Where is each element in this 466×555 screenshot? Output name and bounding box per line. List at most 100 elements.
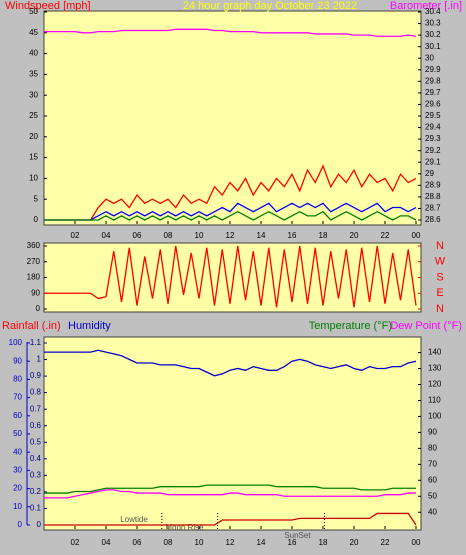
x-tick-label: 10 [195, 231, 204, 240]
series-line [44, 349, 417, 377]
y-tick-label: 40 [29, 49, 38, 58]
y-tick-label: 30 [13, 466, 22, 475]
y-tick-label: 30 [29, 90, 38, 99]
y-tick-label: 0 [37, 520, 42, 529]
x-tick-label: 14 [257, 538, 266, 547]
y-tick-label: 29.9 [425, 65, 441, 74]
y-tick-label: 70 [13, 393, 22, 402]
series-line [44, 245, 417, 308]
x-tick-label: 08 [164, 231, 173, 240]
y-tick-label: 35 [29, 70, 38, 79]
y-tick-label: 90 [13, 356, 22, 365]
y-tick-label: 90 [428, 428, 437, 437]
x-tick-label: 22 [381, 538, 390, 547]
y-tick-label: 20 [13, 484, 22, 493]
y-tick-label: 10 [29, 174, 38, 183]
x-tick-label: 00 [412, 231, 421, 240]
series-line [44, 28, 417, 37]
y-tick-label: 25 [29, 111, 38, 120]
x-tick-label: 00 [412, 538, 421, 547]
y-tick-label: 29.8 [425, 76, 441, 85]
y-tick-label: 50 [29, 7, 38, 16]
series-line [44, 489, 416, 499]
y-tick-label: 0.2 [30, 487, 42, 496]
y-tick-label: 140 [428, 348, 442, 357]
series-line [44, 484, 416, 494]
y-tick-label: 28.7 [425, 204, 441, 213]
y-tick-label: 45 [29, 28, 38, 37]
y-tick-label: 29.3 [425, 134, 441, 143]
y-tick-label: 0 [18, 520, 23, 529]
y-tick-label: 30.4 [425, 7, 441, 16]
y-tick-label: 29.7 [425, 88, 441, 97]
y-tick-label: 28.9 [425, 180, 441, 189]
y-tick-label: 80 [13, 375, 22, 384]
y-tick-label: 30.3 [425, 19, 441, 28]
x-tick-label: 04 [102, 538, 111, 547]
y-tick-label: 29.4 [425, 123, 441, 132]
y-tick-label: 120 [428, 380, 442, 389]
y-tick-label: 29.6 [425, 100, 441, 109]
series-line [44, 164, 417, 221]
axis-label: Rainfall (.in) [2, 320, 61, 332]
x-tick-label: 06 [133, 231, 142, 240]
x-tick-label: 20 [350, 538, 359, 547]
y-tick-label: 90 [31, 288, 40, 297]
y-tick-label: 30.1 [425, 42, 441, 51]
y-tick-label: 0.1 [30, 504, 42, 513]
plot-area [43, 336, 422, 531]
y-tick-label: 30.2 [425, 30, 441, 39]
chart-title: 24 hour graph day October 23 2022 [183, 0, 357, 12]
y-tick-label: 360 [27, 241, 41, 250]
y-tick-label: 30 [425, 53, 434, 62]
y-tick-label: 80 [428, 443, 437, 452]
x-tick-label: 12 [226, 231, 235, 240]
x-tick-label: 16 [288, 538, 297, 547]
x-tick-label: 22 [381, 231, 390, 240]
y-tick-label: 70 [428, 459, 437, 468]
y-tick-label: 0.3 [30, 470, 42, 479]
y-tick-label: 50 [13, 429, 22, 438]
y-tick-label: 40 [428, 507, 437, 516]
annotation: Lowtide [120, 515, 148, 524]
y-tick-label: 270 [27, 257, 41, 266]
y-tick-label: 0.4 [30, 454, 42, 463]
y-tick-label: 10 [13, 502, 22, 511]
y-tick-label: 100 [428, 412, 442, 421]
y-tick-label: 60 [13, 411, 22, 420]
y-tick-label: 100 [9, 338, 23, 347]
y-tick-label: E [436, 287, 443, 299]
series-line [44, 210, 417, 221]
y-tick-label: 0 [36, 304, 41, 313]
y-tick-label: N [436, 240, 444, 252]
x-tick-label: 10 [195, 538, 204, 547]
y-tick-label: 20 [29, 132, 38, 141]
axis-label: Humidity [68, 320, 111, 332]
axis-label: Temperature (°F) [309, 320, 392, 332]
y-tick-label: 28.6 [425, 215, 441, 224]
y-tick-label: W [435, 256, 446, 268]
y-tick-label: 1 [37, 355, 42, 364]
x-tick-label: 16 [288, 231, 297, 240]
y-tick-label: 29.1 [425, 157, 441, 166]
y-tick-label: 0.8 [30, 388, 42, 397]
y-tick-label: 60 [428, 475, 437, 484]
y-tick-label: S [436, 271, 443, 283]
plot-area [43, 10, 422, 226]
y-tick-label: 130 [428, 364, 442, 373]
annotation: SunSet [284, 531, 311, 540]
x-tick-label: 20 [350, 231, 359, 240]
x-tick-label: 04 [102, 231, 111, 240]
y-tick-label: 110 [428, 396, 441, 405]
series-line [44, 512, 417, 526]
plot-area [43, 242, 422, 313]
y-tick-label: 29.2 [425, 146, 441, 155]
y-tick-label: 15 [29, 153, 38, 162]
y-tick-label: N [436, 303, 444, 315]
x-tick-label: 12 [226, 538, 235, 547]
y-tick-label: 180 [27, 273, 41, 282]
x-tick-label: 18 [319, 538, 328, 547]
y-tick-label: 28.8 [425, 192, 441, 201]
y-tick-label: 50 [428, 491, 437, 500]
axis-label: Barometer [.in] [390, 0, 462, 12]
